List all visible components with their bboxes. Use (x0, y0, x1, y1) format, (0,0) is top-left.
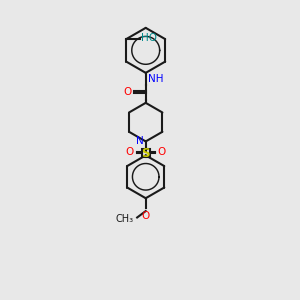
Text: CH₃: CH₃ (116, 214, 134, 224)
Text: O: O (126, 147, 134, 158)
Bar (142, 149, 150, 157)
Text: HO: HO (141, 33, 157, 43)
Text: NH: NH (148, 74, 164, 84)
Text: O: O (123, 87, 131, 97)
Text: S: S (142, 147, 150, 160)
Text: O: O (158, 147, 166, 158)
Text: O: O (142, 211, 150, 221)
Text: N: N (136, 136, 144, 146)
